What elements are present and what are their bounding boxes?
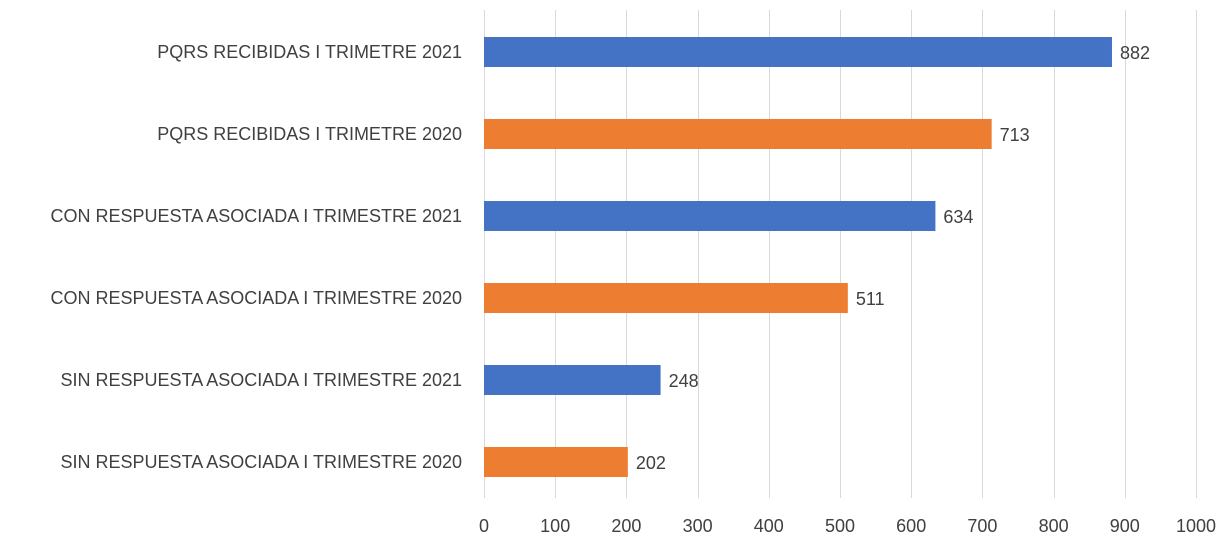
- data-label: 713: [1000, 125, 1030, 145]
- x-tick-label: 400: [754, 516, 784, 536]
- category-label: SIN RESPUESTA ASOCIADA I TRIMESTRE 2020: [61, 452, 462, 472]
- data-label: 248: [669, 371, 699, 391]
- x-tick-label: 700: [967, 516, 997, 536]
- data-labels: 882 713 634 511 248 202: [636, 43, 1150, 473]
- x-tick-label: 900: [1110, 516, 1140, 536]
- x-tick-label: 1000: [1176, 516, 1216, 536]
- data-label: 511: [856, 289, 885, 309]
- x-tick-label: 200: [611, 516, 641, 536]
- data-label: 882: [1120, 43, 1150, 63]
- category-label: PQRS RECIBIDAS I TRIMETRE 2020: [157, 124, 462, 144]
- bar: [484, 365, 661, 395]
- category-label: CON RESPUESTA ASOCIADA I TRIMESTRE 2020: [51, 288, 462, 308]
- category-label: SIN RESPUESTA ASOCIADA I TRIMESTRE 2021: [61, 370, 462, 390]
- bar: [484, 283, 848, 313]
- category-label: PQRS RECIBIDAS I TRIMETRE 2021: [157, 42, 462, 62]
- bar: [484, 201, 936, 231]
- bar: [484, 447, 628, 477]
- bar: [484, 119, 992, 149]
- gridlines: [484, 10, 1197, 498]
- category-labels: PQRS RECIBIDAS I TRIMETRE 2021 PQRS RECIB…: [51, 42, 462, 472]
- bar: [484, 37, 1112, 67]
- data-label: 202: [636, 453, 666, 473]
- x-axis-tick-labels: 0 100 200 300 400 500 600 700 800 900 1000: [479, 516, 1216, 536]
- x-tick-label: 100: [540, 516, 570, 536]
- x-tick-label: 300: [683, 516, 713, 536]
- category-label: CON RESPUESTA ASOCIADA I TRIMESTRE 2021: [51, 206, 462, 226]
- x-tick-label: 0: [479, 516, 489, 536]
- x-tick-label: 800: [1039, 516, 1069, 536]
- data-label: 634: [943, 207, 973, 227]
- bars: [484, 37, 1112, 477]
- x-tick-label: 500: [825, 516, 855, 536]
- x-tick-label: 600: [896, 516, 926, 536]
